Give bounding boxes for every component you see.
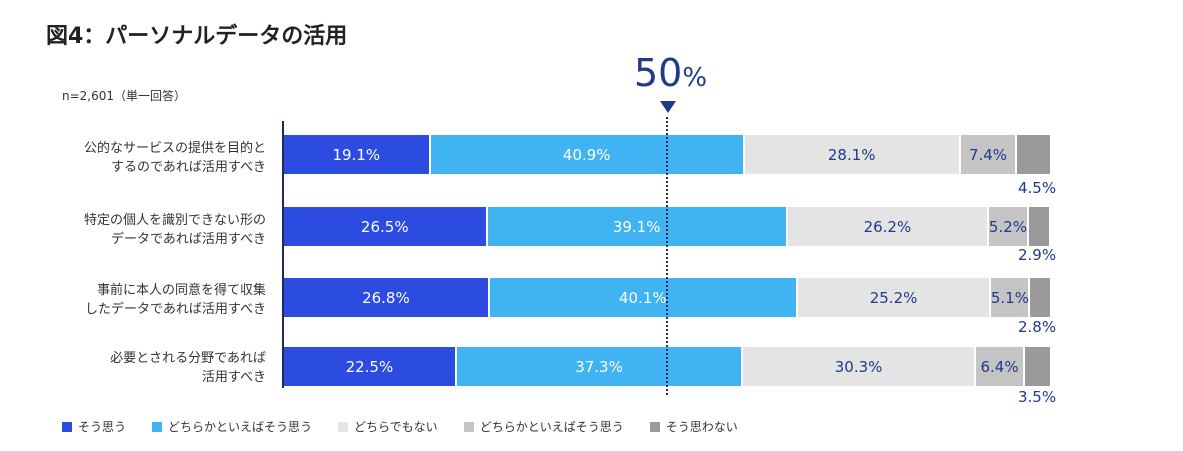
data-label: 40.9% — [562, 145, 611, 164]
bar-segment: 40.9% — [430, 135, 745, 174]
category-label-line: するのであれば活用すべき — [111, 160, 266, 175]
data-label: 3.5% — [1018, 388, 1057, 406]
legend-item: そう思う — [62, 418, 126, 435]
category-label-line: 必要とされる分野であれば — [110, 351, 266, 366]
data-label: 39.1% — [612, 217, 661, 236]
category-label-line: 活用すべき — [201, 370, 266, 385]
legend-label: そう思わない — [665, 420, 738, 434]
legend-swatch — [649, 421, 660, 432]
data-label: 19.1% — [332, 145, 381, 164]
vertical-axis-line — [282, 121, 284, 388]
data-label: 22.5% — [345, 357, 394, 376]
data-label: 26.8% — [362, 288, 410, 307]
category-label: 公的なサービスの提供を目的とするのであれば活用すべき — [40, 139, 266, 177]
data-label: 6.4% — [980, 357, 1019, 376]
legend-swatch — [338, 421, 349, 432]
data-label: 28.1% — [827, 145, 876, 164]
legend: そう思う どちらかといえばそう思う どちらでもない どちらかといえばそう思う そう思わな… — [62, 418, 764, 435]
data-label: 2.8% — [1018, 318, 1057, 336]
legend-label: どちらかといえばそう思う — [479, 420, 624, 434]
fifty-percent-sign: % — [682, 63, 708, 93]
bar-segment: 26.8% — [284, 278, 490, 317]
category-label: 必要とされる分野であれば活用すべき — [40, 349, 266, 387]
data-label: 37.3% — [575, 357, 623, 376]
data-label: 26.2% — [863, 217, 912, 236]
bar-segment: 26.2% — [787, 207, 989, 246]
bar-segment: 37.3% — [456, 347, 744, 386]
bar-segment: 30.3% — [743, 347, 976, 386]
legend-label: どちらかといえばそう思う — [168, 420, 313, 434]
bar-segment: 26.5% — [284, 207, 488, 246]
bar-segment: 40.1% — [489, 278, 798, 317]
category-label-line: 公的なサービスの提供を目的と — [83, 141, 266, 156]
category-label-line: 特定の個人を識別できない形の — [83, 213, 266, 228]
bar-segment: 25.2% — [797, 278, 992, 317]
bar-segment — [1025, 347, 1052, 386]
bar-segment — [1017, 135, 1052, 174]
data-label: 5.1% — [990, 288, 1029, 307]
data-label: 25.2% — [869, 288, 918, 307]
bar-segment — [1028, 207, 1052, 246]
category-label-line: したデータであれば活用すべき — [85, 302, 266, 317]
data-label: 30.3% — [834, 357, 883, 376]
category-label: 事前に本人の同意を得て収集したデータであれば活用すべき — [40, 281, 266, 319]
category-label: 特定の個人を識別できない形のデータであれば活用すべき — [40, 211, 266, 249]
bar-segment: 19.1% — [284, 135, 431, 174]
bar-segment: 28.1% — [744, 135, 961, 174]
data-label: 26.5% — [360, 217, 409, 236]
legend-label: どちらでもない — [354, 420, 438, 434]
fifty-percent-label: 50% — [634, 54, 707, 92]
chart-title: 図4：パーソナルデータの活用 — [46, 24, 348, 49]
legend-item: どちらでもない — [338, 418, 438, 435]
bar-segment: 5.2% — [989, 207, 1029, 246]
legend-swatch — [463, 421, 474, 432]
bar-segment: 6.4% — [975, 347, 1026, 386]
bar-segment: 22.5% — [284, 347, 457, 386]
bar-segment: 7.4% — [960, 135, 1018, 174]
category-label-line: データであれば活用すべき — [111, 232, 266, 247]
data-label: 4.5% — [1018, 179, 1057, 197]
data-label: 7.4% — [968, 145, 1008, 164]
legend-item: そう思わない — [649, 418, 738, 435]
sample-size-note: n=2,601（単一回答） — [62, 89, 187, 103]
legend-label: そう思う — [78, 420, 127, 434]
fifty-percent-number: 50 — [634, 51, 683, 95]
data-label: 2.9% — [1018, 246, 1057, 264]
data-label: 40.1% — [618, 288, 667, 307]
legend-swatch — [152, 421, 163, 432]
fifty-percent-marker-icon — [660, 101, 676, 113]
bar-segment — [1030, 278, 1052, 317]
legend-item: どちらかといえばそう思う — [463, 418, 624, 435]
data-label: 5.2% — [988, 217, 1028, 236]
legend-swatch — [62, 421, 72, 432]
bar-segment: 5.1% — [990, 278, 1031, 317]
legend-item: どちらかといえばそう思う — [152, 418, 312, 435]
category-label-line: 事前に本人の同意を得て収集 — [96, 283, 266, 298]
bar-segment: 39.1% — [487, 207, 788, 246]
fifty-percent-reference-line — [666, 117, 668, 395]
